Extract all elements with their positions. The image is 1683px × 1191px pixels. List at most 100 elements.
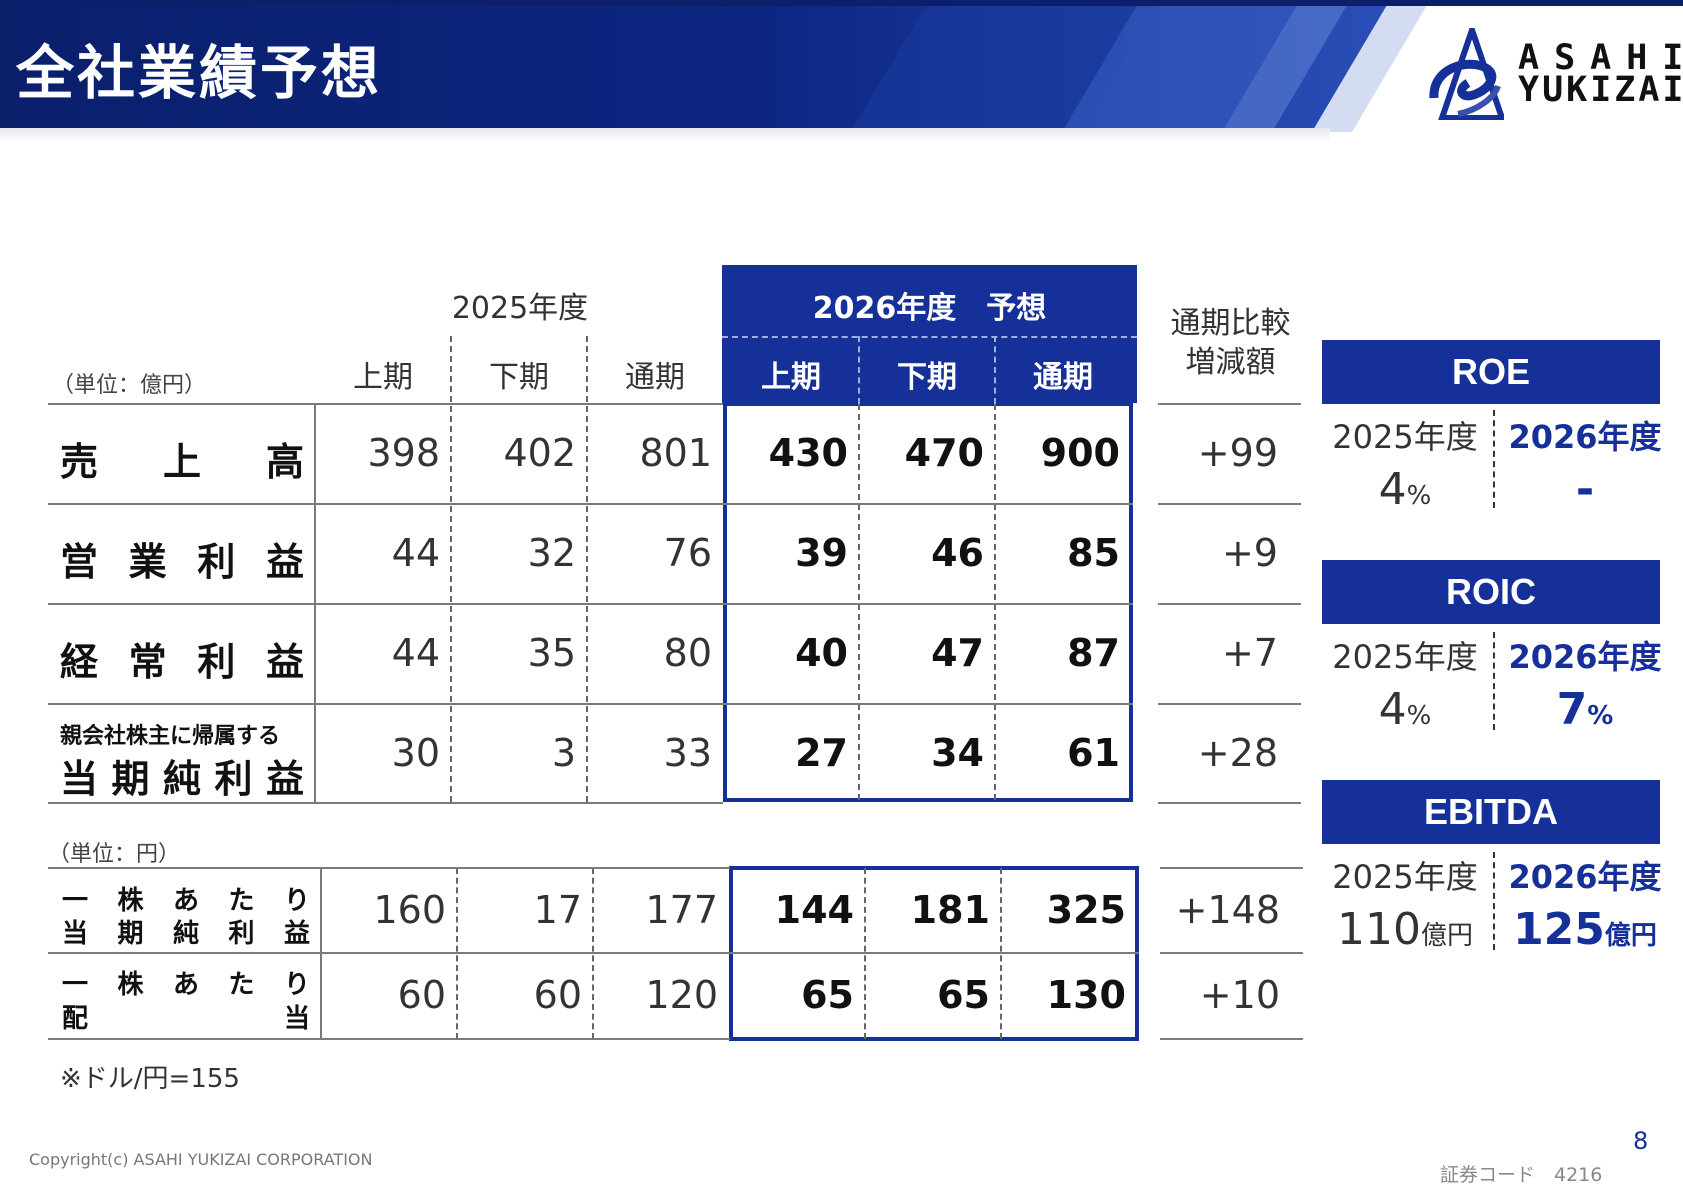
cell-eps-2026-h2: 181: [910, 888, 990, 932]
forecast-box-billion: [723, 402, 1133, 802]
logo-text-asahi: ASAHI: [1518, 38, 1683, 78]
row-rule: [48, 703, 723, 705]
kpi-ebitda-2026-label: 2026年度: [1508, 858, 1662, 896]
kpi-ebitda-2025-label: 2025年度: [1332, 858, 1478, 896]
cell-sales-2026-full: 900: [1040, 431, 1120, 475]
cell-dps-2026-full: 130: [1046, 973, 1126, 1017]
row-rule: [48, 952, 730, 954]
cell-eps-2025-h1: 160: [373, 888, 446, 932]
kpi-roe-2026-value: -: [1575, 464, 1595, 515]
logo-text-yukizai: YUKIZAI: [1518, 70, 1683, 110]
cell-op-2026-h1: 39: [795, 531, 848, 575]
row-label-dps-line1: 一株あたり: [62, 970, 310, 1000]
col-divider: [994, 404, 996, 800]
kpi-roe-divider: [1493, 410, 1495, 508]
row-label-sales: 売上高: [60, 440, 304, 484]
forecast-header-block: [722, 265, 1137, 403]
cell-eps-2026-h1: 144: [774, 888, 854, 932]
row-label-dps-line2: 配当: [62, 1004, 310, 1034]
cell-ni-2026-full: 61: [1067, 731, 1120, 775]
cell-op-2025-full: 76: [663, 531, 712, 575]
period-full-2026: 通期: [1033, 360, 1093, 395]
row-rule: [723, 503, 1133, 505]
row-rule: [1160, 952, 1303, 954]
row-rule: [48, 603, 723, 605]
cell-ni-2026-h1: 27: [795, 731, 848, 775]
cell-sales-2025-h1: 398: [367, 431, 440, 475]
cell-eps-2026-full: 325: [1046, 888, 1126, 932]
col-divider: [858, 336, 860, 404]
forecast-header-divider: [722, 336, 1137, 338]
row-rule: [1160, 867, 1303, 869]
cell-ni-2026-h2: 34: [931, 731, 984, 775]
cell-sales-2026-h2: 470: [904, 431, 984, 475]
kpi-roe-2025-value: 4%: [1378, 464, 1432, 515]
unit-label-billion: （単位：億円）: [52, 373, 207, 398]
cell-dps-2025-full: 120: [645, 973, 718, 1017]
row-rule: [729, 952, 1139, 954]
security-code: 証券コード 4216: [1440, 1164, 1603, 1186]
cell-sales-2025-h2: 402: [503, 431, 576, 475]
period-h1-2026: 上期: [761, 360, 821, 395]
row-rule: [48, 1038, 730, 1040]
row-rule: [1158, 403, 1301, 405]
page-number: 8: [1633, 1127, 1649, 1155]
row-label-operating-profit: 営業利益: [60, 540, 304, 584]
kpi-ebitda-2026-value: 125億円: [1513, 904, 1657, 955]
cell-ni-2025-full: 33: [663, 731, 712, 775]
cell-ni-diff: +28: [1197, 731, 1278, 775]
copyright-text: Copyright(c) ASAHI YUKIZAI CORPORATION: [29, 1150, 373, 1169]
kpi-roic-2025-label: 2025年度: [1332, 638, 1478, 676]
cell-sales-2026-h1: 430: [768, 431, 848, 475]
cell-eps-diff: +148: [1175, 888, 1280, 932]
row-rule: [723, 603, 1133, 605]
period-h2-2026: 下期: [897, 360, 957, 395]
cell-op-2026-h2: 46: [931, 531, 984, 575]
row-rule: [1158, 603, 1301, 605]
kpi-roic-title: ROIC: [1322, 560, 1660, 624]
row-rule: [1158, 503, 1301, 505]
kpi-roe-title: ROE: [1322, 340, 1660, 404]
header-band-graphic: [0, 0, 1683, 132]
row-rule: [48, 802, 723, 804]
row-label-eps-line2: 当期純利益: [62, 919, 310, 949]
row-rule: [1158, 703, 1301, 705]
kpi-roe-2025-label: 2025年度: [1332, 418, 1478, 456]
col-divider: [858, 404, 860, 800]
cell-dps-2026-h1: 65: [801, 973, 854, 1017]
fy2026-forecast-header: 2026年度 予想: [812, 291, 1047, 326]
kpi-ebitda-divider: [1493, 852, 1495, 950]
col-divider: [450, 336, 452, 802]
kpi-roic-2026-label: 2026年度: [1508, 638, 1662, 676]
cell-eps-2025-full: 177: [645, 888, 718, 932]
header-banner: 全社業績予想: [0, 0, 1683, 132]
row-label-net-income: 当期純利益: [60, 757, 304, 801]
cell-op-2025-h2: 32: [527, 531, 576, 575]
row-rule: [48, 403, 723, 405]
row-label-net-income-prefix: 親会社株主に帰属する: [60, 724, 281, 749]
period-h2-2025: 下期: [489, 360, 549, 395]
row-rule: [1158, 802, 1301, 804]
cell-ni-2025-h2: 3: [551, 731, 576, 775]
cell-ord-2025-h1: 44: [391, 631, 440, 675]
row-rule: [1160, 1038, 1303, 1040]
cell-op-diff: +9: [1221, 531, 1278, 575]
page-title: 全社業績予想: [16, 39, 383, 107]
cell-dps-2026-h2: 65: [937, 973, 990, 1017]
kpi-ebitda-2025-value: 110億円: [1337, 904, 1473, 955]
kpi-roic-divider: [1493, 632, 1495, 730]
cell-eps-2025-h2: 17: [533, 888, 582, 932]
compare-header-line2: 増減額: [1185, 345, 1276, 380]
row-label-ordinary-profit: 経常利益: [60, 640, 304, 684]
compare-header-line1: 通期比較: [1170, 306, 1291, 341]
cell-ord-2026-full: 87: [1067, 631, 1120, 675]
kpi-roic-2026-value: 7%: [1556, 684, 1614, 735]
cell-op-2026-full: 85: [1067, 531, 1120, 575]
unit-label-yen: （単位：円）: [48, 842, 181, 867]
cell-ord-2026-h2: 47: [931, 631, 984, 675]
cell-dps-2025-h1: 60: [397, 973, 446, 1017]
cell-sales-2025-full: 801: [639, 431, 712, 475]
kpi-roic-2025-value: 4%: [1378, 684, 1432, 735]
kpi-ebitda-title: EBITDA: [1322, 780, 1660, 844]
row-rule: [48, 867, 730, 869]
